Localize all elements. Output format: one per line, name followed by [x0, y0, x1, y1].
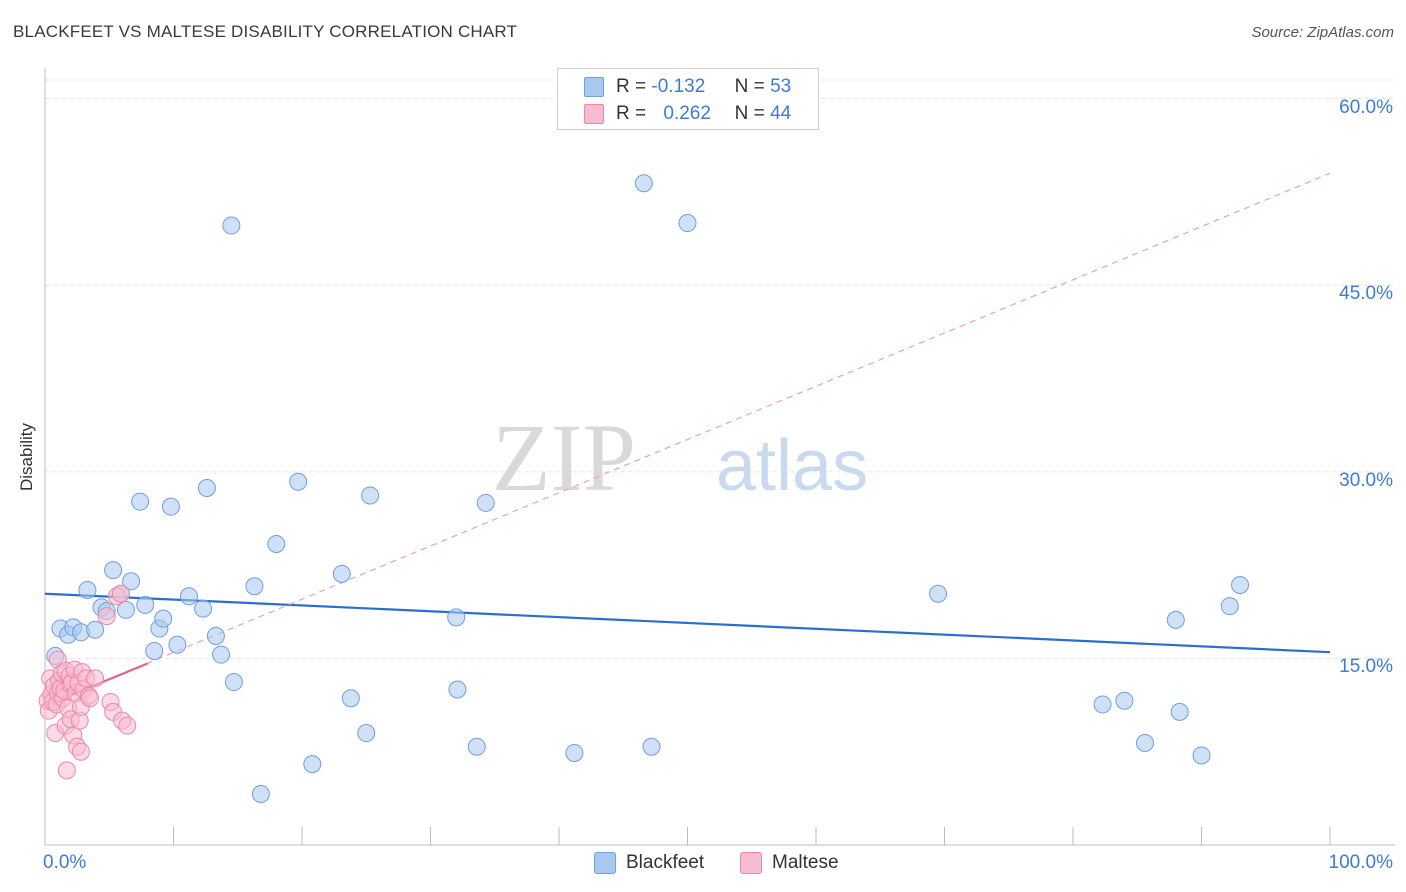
- legend-swatch-maltese: [584, 104, 604, 124]
- legend-n-value-maltese: 44: [770, 103, 792, 124]
- blackfeet-point: [251, 785, 270, 803]
- source-label: Source: ZipAtlas.com: [1251, 24, 1394, 41]
- blackfeet-point: [122, 572, 141, 591]
- trend-line-maltese-extended: [44, 172, 1331, 707]
- legend-n-value-blackfeet: 53: [770, 76, 792, 97]
- legend-r-label: R =: [616, 103, 647, 124]
- blackfeet-point: [929, 584, 948, 603]
- y-tick-label: 45.0%: [1339, 283, 1393, 305]
- maltese-point: [71, 742, 90, 761]
- blackfeet-point: [1231, 576, 1250, 595]
- bottom-legend-swatch-blackfeet: [594, 852, 616, 874]
- blackfeet-point: [642, 737, 661, 756]
- blackfeet-point: [289, 472, 308, 491]
- axes: [44, 68, 1395, 846]
- blackfeet-point: [136, 595, 155, 614]
- blackfeet-point: [86, 620, 105, 639]
- y-tick-label: 15.0%: [1339, 656, 1393, 678]
- blackfeet-point: [1170, 702, 1189, 721]
- correlation-legend: R = -0.132 N = 53 R = 0.262 N = 44: [557, 68, 819, 130]
- blackfeet-point: [634, 174, 653, 193]
- blackfeet-point: [197, 479, 216, 497]
- blackfeet-point: [224, 673, 243, 692]
- legend-n-label: N =: [734, 103, 765, 124]
- y-axis-label: Disability: [17, 422, 36, 492]
- blackfeet-point: [161, 497, 180, 516]
- legend-n-label: N =: [734, 76, 765, 97]
- legend-r-value-maltese: 0.262: [663, 103, 711, 124]
- blackfeet-point: [212, 645, 231, 664]
- legend-r-label: R =: [616, 76, 647, 97]
- blackfeet-point: [154, 609, 173, 628]
- bottom-legend-swatch-maltese: [740, 852, 762, 874]
- maltese-point: [118, 716, 137, 735]
- blackfeet-point: [267, 534, 286, 553]
- blackfeet-point: [206, 627, 225, 646]
- blackfeet-point: [78, 581, 97, 599]
- watermark: ZIP atlas: [492, 404, 868, 511]
- bottom-legend-label-blackfeet: Blackfeet: [626, 852, 705, 873]
- trend-lines: [44, 172, 1331, 707]
- blackfeet-point: [1220, 597, 1239, 616]
- blackfeet-point: [565, 743, 584, 762]
- blackfeet-point: [448, 680, 467, 699]
- data-points: [38, 174, 1250, 803]
- blackfeet-point: [1192, 746, 1211, 765]
- blackfeet-point: [116, 600, 135, 619]
- legend-r-value-blackfeet: -0.132: [651, 76, 706, 97]
- blackfeet-point: [332, 564, 351, 583]
- x-tick-label: 100.0%: [1328, 852, 1393, 873]
- blackfeet-point: [467, 737, 486, 756]
- blackfeet-point: [131, 492, 150, 511]
- blackfeet-point: [678, 214, 697, 233]
- blackfeet-point: [447, 608, 466, 627]
- chart-title: BLACKFEET VS MALTESE DISABILITY CORRELAT…: [13, 22, 518, 41]
- maltese-point: [80, 689, 99, 708]
- blackfeet-point: [168, 635, 187, 654]
- maltese-point: [97, 607, 116, 626]
- blackfeet-point: [1166, 610, 1185, 629]
- blackfeet-point: [361, 486, 380, 505]
- grid-lines: [45, 79, 1395, 659]
- blackfeet-point: [1115, 691, 1134, 710]
- legend-swatch-blackfeet: [584, 77, 604, 97]
- blackfeet-point: [179, 587, 198, 606]
- blackfeet-point: [104, 561, 123, 580]
- blackfeet-point: [222, 216, 241, 235]
- bottom-legend-label-maltese: Maltese: [772, 852, 839, 873]
- blackfeet-point: [476, 493, 495, 512]
- watermark-atlas: atlas: [716, 426, 868, 506]
- blackfeet-point: [303, 755, 322, 774]
- blackfeet-point: [1135, 734, 1154, 752]
- blackfeet-point: [145, 641, 164, 660]
- blackfeet-point: [194, 599, 213, 618]
- maltese-point: [86, 669, 105, 688]
- blackfeet-point: [341, 689, 360, 708]
- maltese-point: [57, 761, 76, 780]
- watermark-zip: ZIP: [492, 404, 636, 511]
- y-tick-label: 60.0%: [1339, 96, 1393, 118]
- blackfeet-point: [245, 577, 264, 596]
- x-tick-label: 0.0%: [43, 852, 87, 873]
- blackfeet-point: [357, 724, 376, 743]
- y-tick-label: 30.0%: [1339, 469, 1393, 491]
- maltese-point: [111, 584, 130, 603]
- blackfeet-point: [1093, 695, 1112, 714]
- trend-line-blackfeet: [44, 592, 1331, 654]
